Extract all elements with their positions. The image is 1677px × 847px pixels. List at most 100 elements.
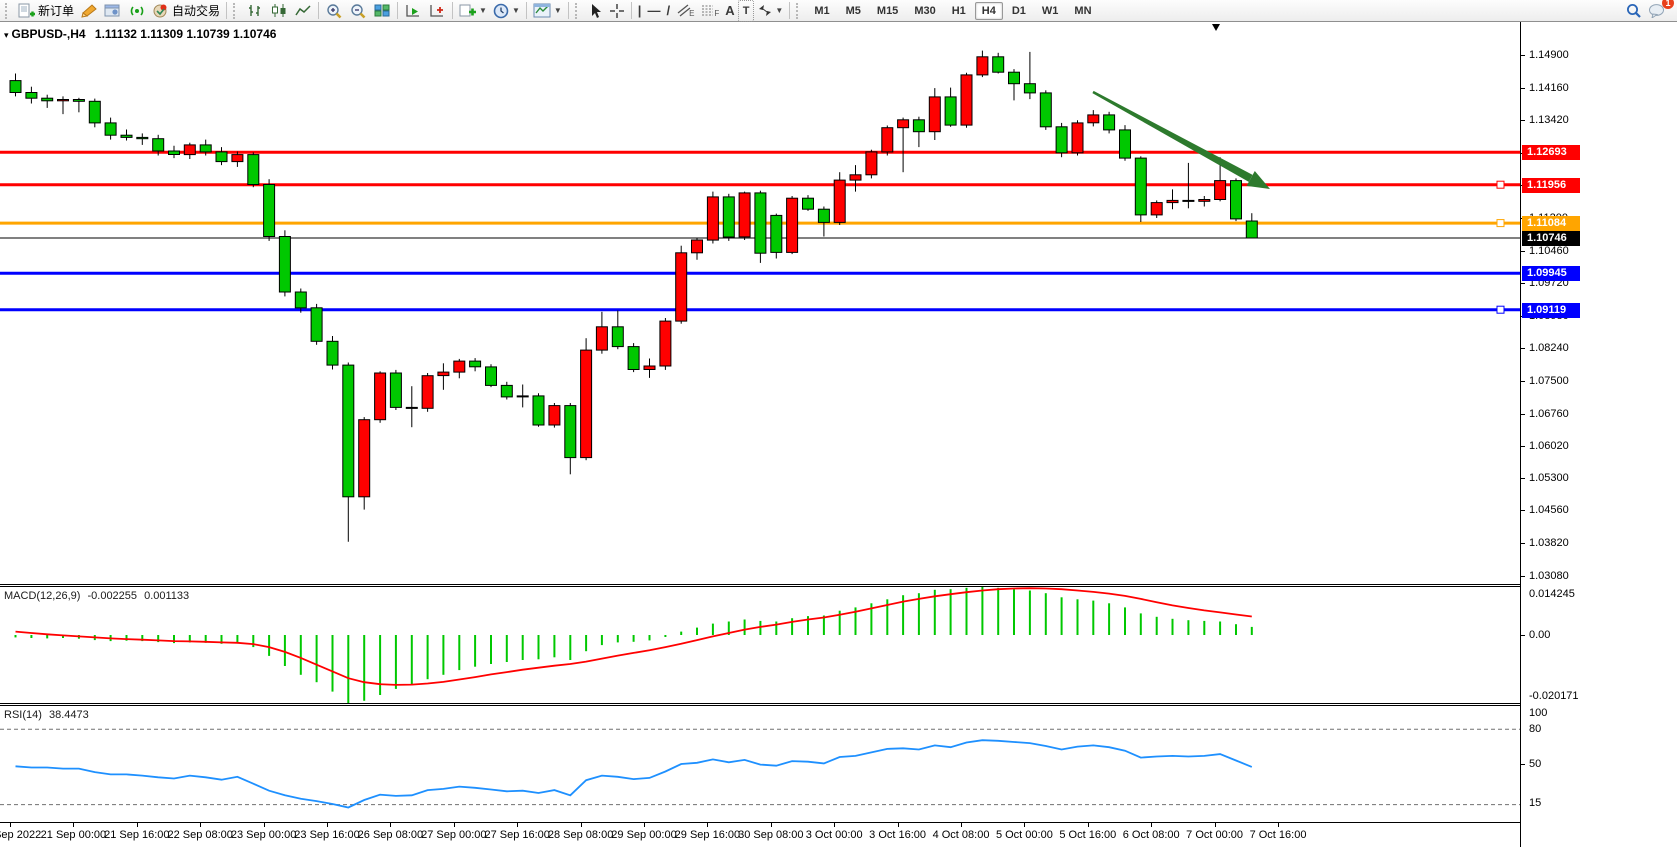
template-button[interactable]: ▼ (530, 1, 565, 21)
price-level-badge: 1.11084 (1522, 216, 1580, 231)
price-panel[interactable] (0, 22, 1520, 584)
symbol-period-label: GBPUSD-,H4 (11, 27, 86, 41)
text-button[interactable]: A (722, 1, 737, 21)
time-tick-mark (580, 823, 582, 827)
panel-separator[interactable] (0, 703, 1677, 706)
time-tick-mark (136, 823, 138, 827)
price-tick-mark (1521, 55, 1525, 56)
search-icon (1627, 3, 1641, 18)
candle-body (1214, 180, 1227, 201)
timeframe-H1[interactable]: H1 (951, 4, 966, 17)
line-chart-button[interactable] (291, 1, 315, 21)
candlestick-chart-button[interactable] (267, 1, 291, 21)
price-axis[interactable]: 1.149001.141601.134201.126801.119401.112… (1520, 22, 1677, 847)
price-tick-label: 1.07500 (1529, 375, 1569, 387)
time-tick-label: 3 Oct 00:00 (805, 829, 863, 841)
search-button[interactable] (1622, 1, 1645, 21)
candle-body (453, 360, 466, 373)
new-order-icon (18, 3, 35, 17)
period-button[interactable]: ▼ (490, 1, 523, 21)
timeframe-M5[interactable]: M5 (845, 4, 861, 17)
timeframe-M15[interactable]: M15 (876, 4, 899, 17)
toolbar-separator (318, 2, 320, 19)
notifications-button[interactable]: 1 (1645, 0, 1674, 21)
dropdown-caret-icon[interactable]: ▼ (553, 6, 562, 15)
bar-chart-button[interactable] (243, 1, 267, 21)
auto-scroll-button[interactable] (401, 1, 425, 21)
price-level-badge: 1.10746 (1522, 231, 1580, 246)
candle-body (706, 196, 719, 241)
timeframe-M30[interactable]: M30 (914, 4, 936, 17)
price-tick-label: 1.13420 (1529, 114, 1569, 126)
timeframe-H4[interactable]: H4 (974, 1, 1003, 20)
level-handle[interactable] (1496, 180, 1505, 189)
trend-arrow-annotation[interactable] (1092, 90, 1253, 182)
signal-button[interactable] (125, 1, 149, 21)
price-tick-mark (1521, 478, 1525, 479)
candle-body (374, 372, 387, 421)
dropdown-caret-icon[interactable]: ▼ (511, 6, 520, 15)
panel-separator[interactable] (0, 584, 1677, 587)
dropdown-caret-icon[interactable]: ▼ (479, 6, 487, 15)
crosshair-button[interactable] (606, 1, 628, 21)
autotrading-button[interactable]: 自动交易 (149, 1, 223, 21)
rsi-axis-100: 100 (1529, 707, 1548, 719)
rsi-name: RSI(14) (4, 709, 42, 721)
styles-button[interactable] (77, 1, 101, 21)
candle-body (1198, 199, 1211, 202)
toolbar-grip[interactable] (233, 2, 240, 19)
chart-shift-button[interactable] (425, 1, 449, 21)
zoom-out-button[interactable] (346, 1, 370, 21)
time-tick-mark (1151, 823, 1153, 827)
fibonacci-button[interactable]: F (697, 1, 722, 21)
trendline-button[interactable]: / (663, 1, 673, 21)
candle-body (912, 119, 925, 133)
equidistant-channel-button[interactable]: E (673, 1, 697, 21)
zoom-in-button[interactable] (322, 1, 346, 21)
candle-body (1008, 71, 1020, 85)
shapes-button[interactable]: ▼ (754, 1, 786, 21)
new-chart-button[interactable]: ▼ (456, 1, 490, 21)
timeframe-MN[interactable]: MN (1074, 4, 1092, 17)
price-tick-mark (1521, 446, 1525, 447)
profiles-button[interactable] (101, 1, 125, 21)
rsi-axis-50: 50 (1529, 758, 1542, 770)
candle-body (104, 122, 117, 136)
trend-arrow-head[interactable] (1246, 171, 1270, 189)
time-tick-label: 5 Oct 00:00 (995, 829, 1053, 841)
toolbar-grip[interactable] (5, 2, 12, 19)
time-tick-mark (453, 823, 455, 827)
dropdown-caret-icon[interactable]: ▼ (775, 6, 784, 15)
vertical-line-button[interactable]: | (635, 1, 645, 21)
rsi-panel[interactable] (0, 706, 1520, 822)
price-level-badge: 1.11956 (1522, 178, 1580, 193)
time-tick-label: 21 Sep 00:00 (40, 829, 107, 841)
text-label-button[interactable]: T (737, 0, 755, 22)
chart-context-arrow-icon[interactable]: ▾ (4, 30, 9, 40)
candle-body (643, 365, 656, 370)
chart-title: ▾ GBPUSD-,H4 1.11132 1.11309 1.10739 1.10… (4, 27, 276, 41)
level-handle[interactable] (1496, 219, 1505, 228)
chart-shift-marker-icon[interactable] (1212, 24, 1220, 31)
macd-axis-min: -0.020171 (1529, 690, 1579, 702)
candle-body (152, 138, 165, 152)
timeframe-D1[interactable]: D1 (1011, 4, 1026, 17)
timeframe-W1[interactable]: W1 (1041, 4, 1059, 17)
toolbar-grip[interactable] (574, 2, 582, 19)
line-chart-icon (295, 5, 311, 16)
cursor-button[interactable] (585, 1, 606, 21)
price-tick-label: 1.05300 (1529, 472, 1569, 484)
horizontal-line-button[interactable]: — (644, 1, 663, 21)
tile-windows-button[interactable] (370, 1, 394, 21)
level-handle[interactable] (1496, 305, 1505, 314)
chart-plot[interactable]: ▾ GBPUSD-,H4 1.11132 1.11309 1.10739 1.10… (0, 22, 1520, 847)
time-tick-label: 3 Oct 16:00 (869, 829, 927, 841)
toolbar-grip[interactable] (796, 2, 803, 19)
candle-body (1023, 83, 1036, 94)
candle-body (1134, 157, 1147, 216)
timeframe-M1[interactable]: M1 (814, 4, 830, 17)
macd-panel[interactable] (0, 587, 1520, 703)
new-order-button[interactable]: 新订单 (15, 1, 77, 21)
macd-signal-line (15, 587, 1252, 686)
